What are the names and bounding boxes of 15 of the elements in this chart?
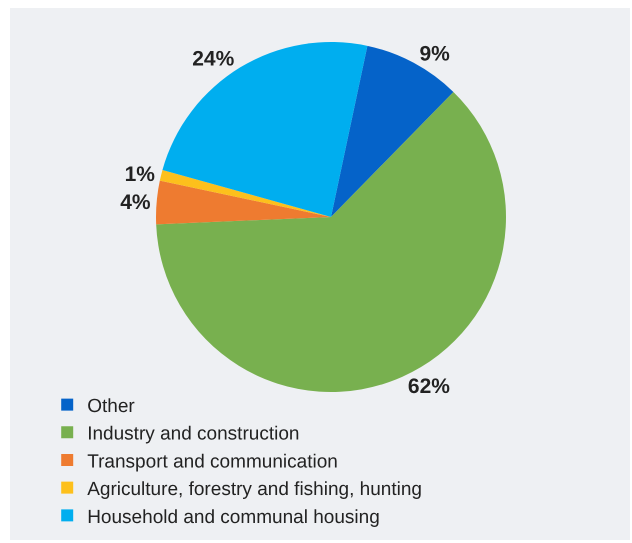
data-label: 4% [120, 190, 151, 214]
legend-label: Transport and communication [87, 451, 338, 472]
data-label: 9% [419, 42, 450, 66]
pie-slice [156, 92, 506, 392]
data-label: 62% [408, 374, 450, 398]
pie-slice [160, 170, 331, 217]
data-label: 1% [124, 163, 156, 186]
pie-slice [162, 42, 368, 217]
legend-label: Agriculture, forestry and fishing, hunting [87, 479, 422, 500]
legend-label: Other [87, 396, 136, 417]
pie-slice [331, 46, 454, 217]
data-label: 24% [192, 47, 235, 70]
legend-label: Household and communal housing [87, 506, 380, 528]
legend-label: Industry and construction [87, 424, 300, 445]
pie-slice [156, 180, 331, 224]
